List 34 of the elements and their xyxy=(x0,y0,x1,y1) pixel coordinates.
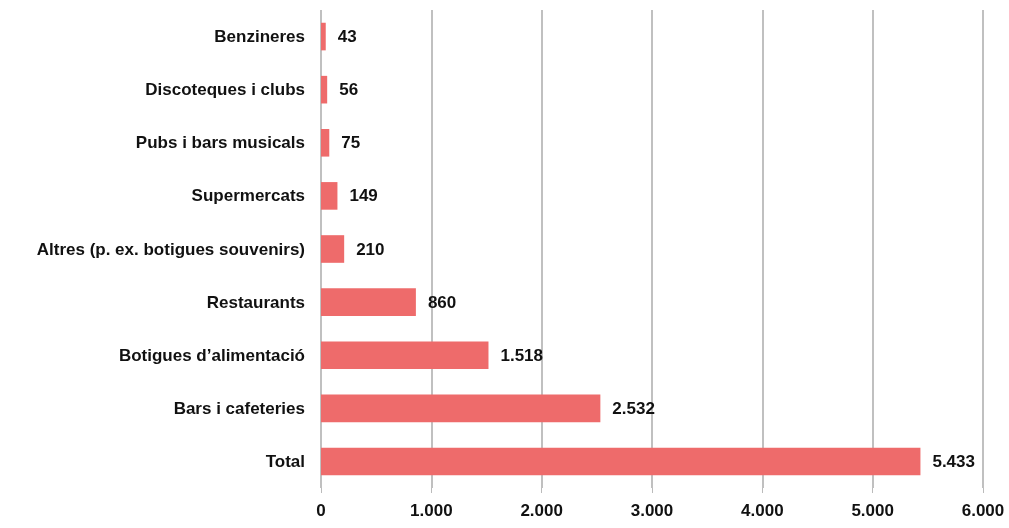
x-tick-label: 3.000 xyxy=(630,501,674,520)
data-label: 75 xyxy=(341,133,361,153)
data-label: 860 xyxy=(427,292,457,312)
data-label: 2.532 xyxy=(612,398,655,418)
x-tick-label: 4.000 xyxy=(741,501,784,520)
y-tick-label: Altres (p. ex. botigues souvenirs) xyxy=(36,239,305,259)
x-tick-label: 1.000 xyxy=(410,501,453,520)
bar xyxy=(321,288,416,316)
y-tick-label: Total xyxy=(265,451,305,471)
x-tick-label: 2.000 xyxy=(520,501,563,520)
x-tick-label: 0 xyxy=(316,501,326,520)
x-tick-label: 6.000 xyxy=(961,501,1005,520)
y-tick-label: Discoteques i clubs xyxy=(145,80,305,100)
y-tick-label: Bars i cafeteries xyxy=(173,398,305,418)
data-label: 56 xyxy=(339,80,359,100)
bar xyxy=(321,341,489,370)
data-label: 149 xyxy=(349,186,378,206)
y-tick-label: Supermercats xyxy=(191,186,305,206)
y-tick-label: Benzineres xyxy=(214,27,305,47)
data-label: 43 xyxy=(337,27,357,47)
bar xyxy=(321,22,326,51)
y-tick-label: Pubs i bars musicals xyxy=(135,133,305,153)
bar xyxy=(321,75,328,104)
bar xyxy=(321,235,345,263)
y-tick-label: Restaurants xyxy=(206,292,305,312)
data-label: 210 xyxy=(356,239,385,259)
x-tick-label: 5.000 xyxy=(851,501,894,520)
data-label: 5.433 xyxy=(932,451,975,471)
bar xyxy=(321,182,338,210)
bar xyxy=(321,394,601,423)
bar xyxy=(321,447,921,476)
y-tick-label: Botigues d’alimentació xyxy=(118,345,305,365)
data-label: 1.518 xyxy=(500,345,544,365)
bar xyxy=(321,128,330,157)
